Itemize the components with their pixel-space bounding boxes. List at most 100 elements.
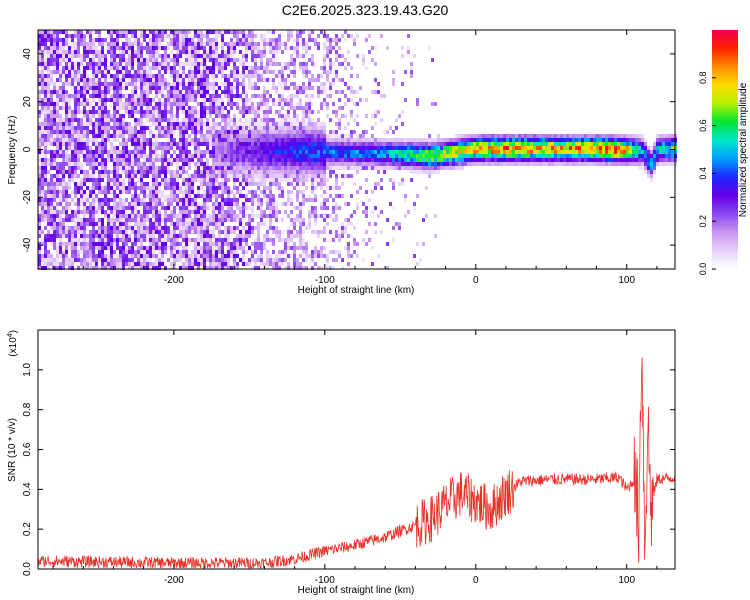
spectrogram-cell xyxy=(101,238,104,242)
spectrogram-cell xyxy=(116,54,119,58)
spectrogram-cell xyxy=(239,178,242,182)
spectrogram-cell xyxy=(245,66,248,70)
spectrogram-cell xyxy=(146,98,149,102)
spectrogram-cell xyxy=(152,30,155,34)
spectrogram-cell xyxy=(275,206,278,210)
spectrogram-cell xyxy=(173,46,176,50)
spectrogram-cell xyxy=(233,146,236,150)
spectrogram-cell xyxy=(194,74,197,78)
spectrogram-cell xyxy=(284,82,287,86)
spectrogram-cell xyxy=(290,154,293,158)
spectrogram-cell xyxy=(182,50,185,54)
spectrogram-cell xyxy=(122,78,125,82)
spectrogram-cell xyxy=(83,214,86,218)
spectrogram-cell xyxy=(74,78,77,82)
spectrogram-cell xyxy=(185,162,188,166)
spectrogram-cell xyxy=(53,198,56,202)
spectrogram-cell xyxy=(41,34,44,38)
spectrogram-cell xyxy=(179,202,182,206)
spectrogram-cell xyxy=(122,134,125,138)
spectrogram-cell xyxy=(131,114,134,118)
spectrogram-cell xyxy=(302,230,305,234)
spectrogram-cell xyxy=(296,218,299,222)
spectrogram-cell xyxy=(323,98,326,102)
spectrogram-cell xyxy=(155,94,158,98)
spectrogram-cell xyxy=(221,46,224,50)
spectrogram-cell xyxy=(308,218,311,222)
spectrogram-cell xyxy=(197,170,200,174)
spectrogram-cell xyxy=(344,134,347,138)
spectrogram-cell xyxy=(185,262,188,266)
spectrogram-cell xyxy=(275,122,278,126)
spectrogram-cell xyxy=(362,58,365,62)
spectrogram-cell xyxy=(122,258,125,262)
spectrogram-cell xyxy=(158,194,161,198)
spectrogram-cell xyxy=(353,226,356,230)
spectrogram-cell xyxy=(140,118,143,122)
spectrogram-cell xyxy=(155,62,158,66)
spectrogram-cell xyxy=(221,154,224,158)
spectrogram-cell xyxy=(107,178,110,182)
spectrogram-cell xyxy=(218,62,221,66)
spectrogram-cell xyxy=(146,94,149,98)
spectrogram-cell xyxy=(188,230,191,234)
spectrogram-cell xyxy=(212,102,215,106)
spectrogram-cell xyxy=(98,190,101,194)
spectrogram-cell xyxy=(302,106,305,110)
spectrogram-cell xyxy=(338,254,341,258)
spectrogram-cell xyxy=(143,174,146,178)
spectrogram-cell xyxy=(365,142,368,146)
spectrogram-cell xyxy=(86,206,89,210)
spectrogram-cell xyxy=(41,46,44,50)
spectrogram-cell xyxy=(125,242,128,246)
spectrogram-cell xyxy=(323,154,326,158)
spectrogram-cell xyxy=(77,222,80,226)
spectrogram-cell xyxy=(371,246,374,250)
spectrogram-cell xyxy=(125,258,128,262)
spectrogram-cell xyxy=(221,118,224,122)
spectrogram-cell xyxy=(140,166,143,170)
spectrogram-cell xyxy=(170,82,173,86)
spectrogram-cell xyxy=(275,142,278,146)
spectrogram-cell xyxy=(170,262,173,266)
spectrogram-cell xyxy=(278,146,281,150)
spectrogram-cell xyxy=(299,86,302,90)
spectrogram-cell xyxy=(314,214,317,218)
spectrogram-cell xyxy=(329,66,332,70)
spectrogram-cell xyxy=(98,162,101,166)
spectrogram-cell xyxy=(170,86,173,90)
spectrogram-cell xyxy=(242,214,245,218)
spectrogram-cell xyxy=(272,154,275,158)
spectrogram-cell xyxy=(68,130,71,134)
spectrogram-cell xyxy=(128,254,131,258)
spectrogram-cell xyxy=(179,46,182,50)
spectrogram-cell xyxy=(71,38,74,42)
spectrogram-cell xyxy=(182,78,185,82)
spectrogram-cell xyxy=(62,166,65,170)
spectrogram-cell xyxy=(311,58,314,62)
spectrogram-cell xyxy=(143,146,146,150)
spectrogram-cell xyxy=(137,210,140,214)
spectrogram-cell xyxy=(182,162,185,166)
spectrogram-cell xyxy=(335,234,338,238)
spectrogram-cell xyxy=(161,94,164,98)
spectrogram-cell xyxy=(104,114,107,118)
spectrogram-cell xyxy=(98,38,101,42)
spectrogram-cell xyxy=(182,110,185,114)
spectrogram-cell xyxy=(134,138,137,142)
spectrogram-cell xyxy=(212,138,215,142)
spectrogram-cell xyxy=(278,70,281,74)
spectrogram-cell xyxy=(146,86,149,90)
spectrogram-cell xyxy=(233,58,236,62)
spectrogram-cell xyxy=(308,174,311,178)
spectrogram-cell xyxy=(113,262,116,266)
spectrogram-cell xyxy=(122,222,125,226)
spectrogram-cell xyxy=(86,130,89,134)
spectrogram-cell xyxy=(245,146,248,150)
spectrogram-cell xyxy=(371,126,374,130)
spectrogram-cell xyxy=(185,110,188,114)
spectrogram-cell xyxy=(71,150,74,154)
spectrogram-cell xyxy=(338,142,341,146)
spectrogram-cell xyxy=(305,74,308,78)
spectrogram-cell xyxy=(65,66,68,70)
